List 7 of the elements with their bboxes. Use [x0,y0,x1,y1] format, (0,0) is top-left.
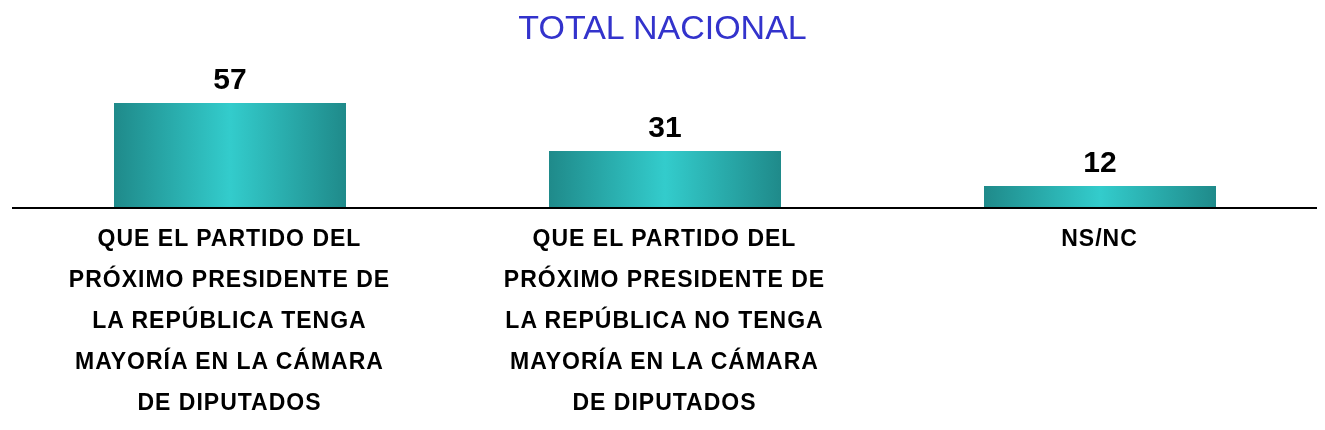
chart-title: TOTAL NACIONAL [517,8,808,46]
x-tick-label: NS/NC [1061,225,1138,251]
data-label: 12 [1083,144,1117,178]
x-tick-label: QUE EL PARTIDO DEL PRÓXIMO PRESIDENTE DE LA REPÚBLICA NO TENGA MAYORÍA EN LA CÁMARA DE DIPUTADOS [503,225,826,415]
x-tick-label: QUE EL PARTIDO DEL PRÓXIMO PRESIDENTE DE LA REPÚBLICA TENGA MAYORÍA EN LA CÁMARA DE DIPUTADOS [68,225,391,415]
data-label: 31 [648,109,682,143]
data-label: 57 [213,62,247,95]
